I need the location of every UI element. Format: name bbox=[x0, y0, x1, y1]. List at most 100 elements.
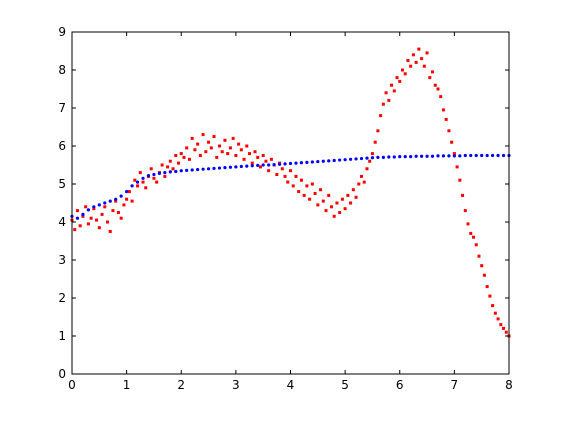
data-point-red bbox=[212, 135, 216, 138]
data-point-blue bbox=[441, 154, 446, 158]
data-point-blue bbox=[267, 163, 271, 167]
data-point-red bbox=[294, 174, 298, 178]
data-point-red bbox=[403, 72, 407, 76]
data-point-blue bbox=[212, 166, 216, 171]
data-point-blue bbox=[496, 153, 500, 158]
y-tick-label: 5 bbox=[58, 177, 66, 191]
data-point-red bbox=[207, 140, 211, 144]
data-point-red bbox=[237, 142, 241, 146]
data-point-red bbox=[335, 201, 339, 205]
data-point-blue bbox=[387, 155, 391, 159]
y-tick-label: 8 bbox=[58, 63, 66, 77]
data-point-red bbox=[193, 148, 197, 152]
data-point-blue bbox=[338, 158, 342, 162]
data-point-red bbox=[160, 163, 164, 167]
data-point-blue bbox=[359, 156, 364, 161]
data-point-red bbox=[286, 180, 290, 184]
data-point-blue bbox=[409, 155, 413, 159]
data-point-red bbox=[384, 91, 388, 95]
y-tick-label: 2 bbox=[58, 291, 66, 305]
data-point-red bbox=[198, 154, 202, 157]
y-tick-label: 1 bbox=[58, 329, 66, 343]
data-point-blue bbox=[414, 154, 418, 158]
data-point-red bbox=[106, 220, 110, 224]
data-point-red bbox=[152, 176, 156, 180]
data-point-red bbox=[319, 188, 323, 192]
data-point-blue bbox=[425, 154, 429, 158]
data-point-red bbox=[136, 184, 140, 188]
x-tick-label: 0 bbox=[68, 378, 76, 392]
data-point-blue bbox=[92, 205, 96, 209]
data-point-blue bbox=[370, 156, 375, 160]
data-point-red bbox=[395, 76, 399, 80]
data-point-red bbox=[144, 186, 148, 190]
data-point-red bbox=[84, 205, 88, 209]
data-point-red bbox=[209, 146, 213, 150]
data-point-red bbox=[220, 150, 224, 154]
data-point-red bbox=[182, 155, 186, 159]
data-point-blue bbox=[163, 171, 167, 175]
y-tick-label: 6 bbox=[58, 139, 66, 153]
data-point-blue bbox=[398, 155, 402, 159]
data-point-red bbox=[488, 294, 492, 298]
data-point-red bbox=[474, 243, 478, 247]
data-point-blue bbox=[485, 153, 489, 158]
series-layer bbox=[70, 47, 511, 338]
data-point-red bbox=[308, 197, 312, 201]
data-point-red bbox=[398, 79, 402, 83]
data-point-red bbox=[217, 144, 221, 148]
data-point-red bbox=[373, 140, 377, 144]
data-point-blue bbox=[217, 166, 222, 170]
data-point-red bbox=[228, 146, 232, 150]
data-point-blue bbox=[403, 155, 407, 159]
y-tick-label: 9 bbox=[58, 25, 66, 39]
data-point-red bbox=[168, 159, 172, 163]
data-point-red bbox=[455, 165, 459, 169]
data-point-red bbox=[275, 173, 279, 176]
data-point-blue bbox=[343, 158, 347, 162]
data-point-red bbox=[234, 154, 238, 157]
data-point-red bbox=[491, 304, 495, 308]
data-point-red bbox=[392, 89, 396, 93]
data-point-blue bbox=[130, 184, 134, 188]
data-point-blue bbox=[261, 163, 265, 167]
data-point-red bbox=[362, 180, 366, 184]
data-point-blue bbox=[354, 157, 358, 161]
data-point-blue bbox=[114, 197, 118, 201]
data-point-red bbox=[409, 64, 413, 68]
data-point-red bbox=[360, 174, 364, 178]
data-point-red bbox=[390, 83, 394, 87]
data-point-red bbox=[305, 184, 309, 188]
data-point-red bbox=[201, 133, 205, 137]
data-point-red bbox=[469, 231, 473, 235]
data-point-red bbox=[477, 254, 481, 258]
data-point-red bbox=[316, 203, 320, 207]
data-point-red bbox=[406, 59, 410, 62]
data-point-red bbox=[133, 178, 137, 182]
data-point-red bbox=[340, 197, 344, 201]
data-point-blue bbox=[277, 162, 282, 166]
data-point-red bbox=[376, 129, 380, 133]
y-tick-label: 4 bbox=[58, 215, 66, 229]
data-point-blue bbox=[430, 154, 435, 158]
data-point-red bbox=[242, 157, 246, 161]
data-point-red bbox=[357, 182, 361, 186]
data-point-red bbox=[365, 167, 369, 171]
data-point-blue bbox=[179, 169, 183, 173]
data-point-red bbox=[417, 47, 421, 51]
data-point-red bbox=[480, 264, 484, 268]
data-point-blue bbox=[250, 164, 254, 168]
data-point-blue bbox=[305, 160, 309, 164]
y-tick-label: 7 bbox=[58, 101, 66, 115]
data-point-blue bbox=[108, 199, 112, 203]
data-point-blue bbox=[152, 172, 156, 177]
data-point-red bbox=[471, 235, 475, 239]
data-point-red bbox=[116, 211, 120, 214]
data-point-blue bbox=[469, 153, 473, 158]
data-point-red bbox=[138, 171, 142, 175]
data-point-red bbox=[338, 211, 342, 214]
data-point-red bbox=[86, 222, 90, 226]
data-point-blue bbox=[491, 153, 495, 158]
data-point-blue bbox=[119, 194, 123, 198]
